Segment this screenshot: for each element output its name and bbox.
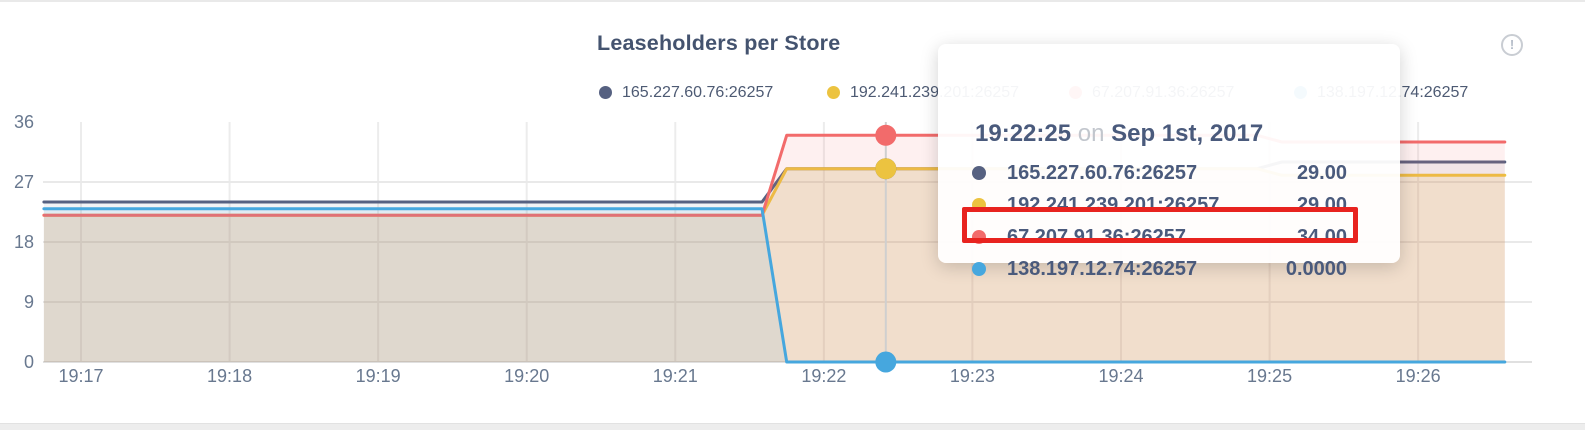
top-divider xyxy=(0,0,1585,2)
tooltip-row: 165.227.60.76:26257 29.00 xyxy=(938,157,1400,189)
tooltip-time: 19:22:25 xyxy=(975,120,1072,147)
series-area xyxy=(43,208,1505,362)
hover-point-dot xyxy=(875,351,897,373)
x-axis-tick-label: 19:19 xyxy=(355,366,401,386)
y-axis-tick-label: 18 xyxy=(13,232,34,252)
y-axis-tick-label: 0 xyxy=(23,352,34,372)
tooltip-series-label: 138.197.12.74:26257 xyxy=(1007,257,1198,280)
tooltip-series-value: 0.0000 xyxy=(1285,257,1347,280)
y-axis-tick-label: 27 xyxy=(13,172,34,192)
tooltip-date: Sep 1st, 2017 xyxy=(1111,120,1264,147)
tooltip-series-value: 29.00 xyxy=(1296,161,1347,184)
x-axis-tick-label: 19:24 xyxy=(1098,366,1144,386)
x-axis-tick-label: 19:20 xyxy=(504,366,550,386)
tooltip-series-dot-icon xyxy=(972,166,986,180)
legend-series-label: 165.227.60.76:26257 xyxy=(622,83,774,101)
x-axis-tick-label: 19:17 xyxy=(58,366,104,386)
chart-title: Leaseholders per Store xyxy=(597,31,841,55)
hover-point-dot xyxy=(875,158,897,180)
tooltip-row: 138.197.12.74:26257 0.0000 xyxy=(938,253,1400,285)
x-axis-tick-label: 19:23 xyxy=(949,366,995,386)
legend-item[interactable]: 165.227.60.76:26257 xyxy=(599,83,774,101)
info-icon[interactable]: ! xyxy=(1501,34,1523,56)
x-axis-tick-label: 19:26 xyxy=(1395,366,1441,386)
tooltip-conjunction: on xyxy=(1077,120,1105,147)
tooltip-header: 19:22:25 on Sep 1st, 2017 xyxy=(975,120,1263,148)
x-axis-tick-label: 19:21 xyxy=(652,366,698,386)
x-axis-tick-label: 19:25 xyxy=(1247,366,1293,386)
x-axis-tick-label: 19:22 xyxy=(801,366,847,386)
bottom-divider xyxy=(0,423,1585,430)
series-line xyxy=(42,207,1507,364)
tooltip-series-label: 165.227.60.76:26257 xyxy=(1007,161,1198,184)
annotation-highlight-box xyxy=(962,207,1358,243)
y-axis-tick-label: 36 xyxy=(13,112,34,132)
hover-point-dot xyxy=(875,124,897,146)
tooltip-series-dot-icon xyxy=(972,262,986,276)
legend-series-dot-icon xyxy=(599,86,612,99)
hover-tooltip: 19:22:25 on Sep 1st, 2017 165.227.60.76:… xyxy=(938,44,1400,280)
x-axis-tick-label: 19:18 xyxy=(207,366,253,386)
legend-series-dot-icon xyxy=(827,86,840,99)
y-axis-tick-label: 9 xyxy=(23,292,34,312)
